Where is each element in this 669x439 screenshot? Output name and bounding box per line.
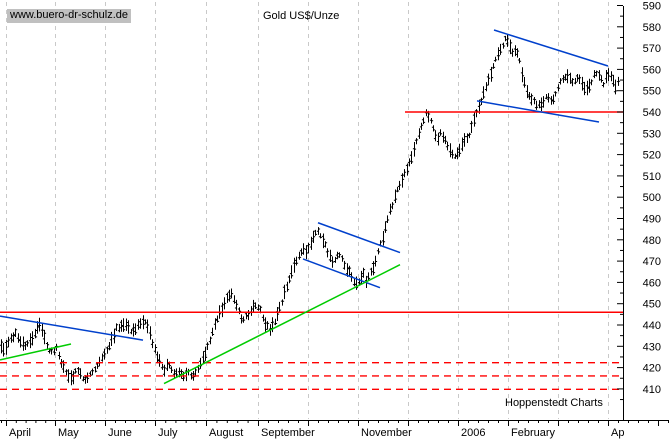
y-axis-tick-label: 590 — [643, 1, 661, 13]
y-axis-tick-label: 490 — [643, 214, 661, 226]
x-axis-month-label: September — [261, 427, 315, 439]
site-watermark-label: www.buero-dr-schulz.de — [7, 9, 131, 23]
y-axis-tick-label: 530 — [643, 128, 661, 140]
y-axis-tick-label: 420 — [643, 363, 661, 375]
x-axis-month-label: August — [209, 427, 243, 439]
y-axis-tick-label: 550 — [643, 86, 661, 98]
x-axis-month-label: 2006 — [461, 427, 485, 439]
blue-channel-top-lower-trendline — [476, 100, 600, 123]
y-axis-tick-label: 430 — [643, 341, 661, 353]
x-axis-month-label: February — [511, 427, 556, 439]
y-axis-tick-label: 510 — [643, 171, 661, 183]
chart-title: Gold US$/Unze — [263, 10, 340, 22]
y-axis-tick-label: 450 — [643, 299, 661, 311]
blue-channel-top-upper-trendline — [493, 29, 609, 67]
y-axis-tick-label: 520 — [643, 150, 661, 162]
y-axis-tick-label: 540 — [643, 107, 661, 119]
y-axis-tick-label: 500 — [643, 192, 661, 204]
y-axis-tick-label: 480 — [643, 235, 661, 247]
y-axis-tick-label: 470 — [643, 256, 661, 268]
x-axis-month-label: November — [361, 427, 412, 439]
y-axis-tick-label: 580 — [643, 22, 661, 34]
y-axis-tick-label: 460 — [643, 277, 661, 289]
green-uptrend-left-trendline — [0, 343, 72, 361]
x-axis-month-label: June — [108, 427, 132, 439]
y-axis-tick-label: 440 — [643, 320, 661, 332]
x-axis-month-label: Ap — [611, 427, 624, 439]
price-bars-series — [0, 34, 621, 386]
y-axis-tick-label: 560 — [643, 64, 661, 76]
blue-downtrend-left-trendline — [0, 315, 144, 341]
x-axis-month-label: May — [58, 427, 79, 439]
y-axis-tick-label: 410 — [643, 384, 661, 396]
green-uptrend-main-trendline — [163, 264, 401, 385]
x-axis-month-label: April — [9, 427, 31, 439]
blue-channel-mid-lower-trendline — [302, 258, 381, 289]
blue-channel-mid-upper-trendline — [317, 222, 401, 254]
chart-source-label: Hoppenstedt Charts — [505, 397, 603, 409]
x-axis-month-label: July — [158, 427, 178, 439]
y-axis-tick-label: 570 — [643, 43, 661, 55]
